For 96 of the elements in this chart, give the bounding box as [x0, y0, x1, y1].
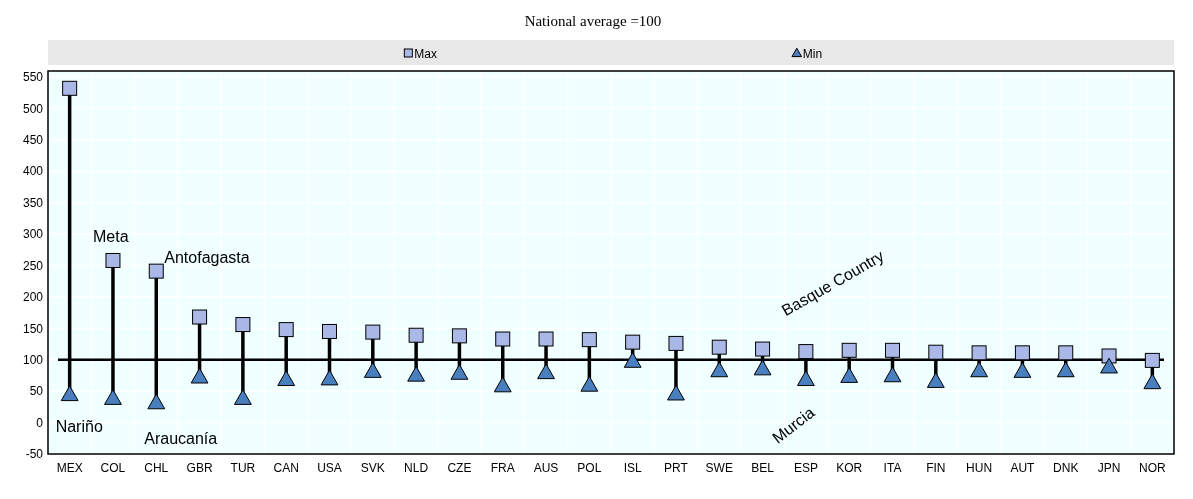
- x-tick-label: DNK: [1053, 461, 1079, 475]
- point: [928, 344, 944, 360]
- point: [408, 327, 424, 343]
- x-tick-label: HUN: [966, 461, 993, 475]
- x-tick-label: SVK: [360, 461, 385, 475]
- point: [970, 361, 989, 378]
- point: [753, 359, 772, 376]
- x-tick-label: ISL: [623, 461, 642, 475]
- point: [105, 252, 121, 268]
- point: [1013, 362, 1032, 378]
- y-tick-label: 50: [29, 384, 44, 399]
- y-tick-label: 500: [22, 101, 44, 116]
- x-tick-label: NOR: [1139, 461, 1167, 475]
- point: [322, 323, 337, 339]
- x-tick-label: AUS: [533, 461, 559, 475]
- x-tick-label: CZE: [447, 461, 472, 475]
- point: [668, 335, 684, 351]
- y-tick-label: 350: [22, 195, 44, 210]
- x-tick-label: MEX: [56, 461, 83, 475]
- x-tick-label: CAN: [273, 461, 299, 475]
- point: [104, 389, 122, 405]
- point: [710, 361, 729, 378]
- x-tick-label: GBR: [186, 461, 213, 475]
- point: [1056, 361, 1075, 378]
- point: [667, 384, 685, 401]
- annotation: Meta: [92, 228, 129, 246]
- point: [407, 365, 426, 382]
- x-tick-label: ESP: [793, 461, 818, 475]
- x-tick-label: JPN: [1097, 461, 1121, 475]
- y-tick-label: 550: [22, 70, 44, 85]
- x-tick-label: PRT: [664, 461, 689, 475]
- annotation: Antofagasta: [164, 249, 250, 267]
- point: [711, 339, 727, 355]
- annotation: Araucanía: [144, 430, 218, 448]
- y-tick-label: 400: [22, 164, 44, 179]
- point: [233, 389, 252, 405]
- point: [1100, 357, 1118, 374]
- point: [537, 363, 555, 380]
- point: [841, 342, 857, 358]
- x-tick-label: TUR: [230, 461, 256, 475]
- x-tick-label: CHL: [144, 461, 169, 475]
- point: [883, 366, 902, 383]
- y-tick-label: 200: [22, 290, 44, 305]
- point: [623, 352, 642, 368]
- point: [235, 317, 251, 333]
- point: [538, 331, 554, 347]
- legend-label: Max: [414, 46, 437, 61]
- point: [1014, 345, 1030, 361]
- point: [60, 385, 79, 402]
- point: [580, 375, 599, 392]
- y-tick-label: 150: [22, 321, 44, 336]
- x-tick-label: FRA: [490, 461, 515, 475]
- y-tick-label: 0: [36, 415, 44, 430]
- point: [147, 393, 166, 410]
- point: [451, 328, 467, 344]
- x-tick-label: NLD: [404, 461, 429, 475]
- y-tick-label: 250: [22, 258, 44, 273]
- point: [148, 263, 164, 279]
- point: [581, 332, 597, 348]
- point: [971, 345, 987, 361]
- legend-label: Min: [802, 46, 823, 61]
- point: [363, 362, 382, 378]
- point: [320, 369, 339, 386]
- x-tick-label: COL: [100, 461, 126, 475]
- x-tick-label: KOR: [836, 461, 863, 475]
- point: [365, 324, 381, 340]
- y-tick-label: 100: [22, 352, 44, 367]
- y-tick-label: 450: [22, 133, 44, 148]
- y-tick-label: 300: [22, 227, 44, 242]
- point: [885, 342, 900, 358]
- point: [493, 376, 512, 393]
- point: [1058, 345, 1074, 361]
- point: [1143, 373, 1162, 390]
- chart-title: National average =100: [524, 13, 662, 29]
- point: [495, 331, 511, 347]
- point: [450, 364, 469, 380]
- y-tick-label: -50: [25, 447, 44, 462]
- x-tick-label: BEL: [751, 461, 775, 475]
- point: [840, 367, 859, 383]
- point: [192, 309, 208, 325]
- point: [1144, 352, 1160, 368]
- x-tick-label: ITA: [883, 461, 902, 475]
- x-tick-label: AUT: [1010, 461, 1036, 475]
- annotation: Nariño: [55, 418, 103, 436]
- point: [796, 370, 815, 387]
- point: [278, 322, 294, 338]
- x-tick-label: FIN: [926, 461, 946, 475]
- x-tick-label: SWE: [705, 461, 733, 475]
- point: [277, 370, 296, 387]
- x-tick-label: POL: [577, 461, 602, 475]
- point: [190, 367, 209, 384]
- point: [926, 372, 945, 388]
- x-tick-label: USA: [317, 461, 342, 475]
- point: [798, 344, 814, 360]
- point: [625, 334, 641, 350]
- point: [755, 341, 771, 357]
